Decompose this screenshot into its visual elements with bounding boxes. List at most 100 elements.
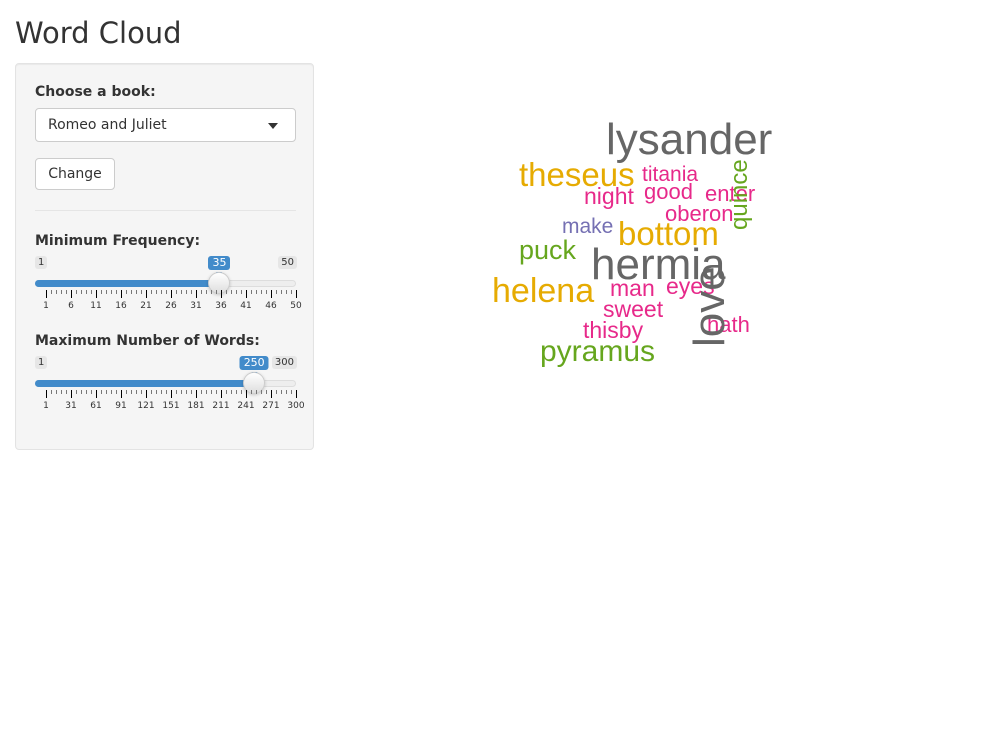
- min-frequency-slider[interactable]: 1 50 35 1 6 11 16 21 26 31 36 41 46 50: [35, 256, 302, 316]
- slider-tick: [96, 290, 97, 298]
- slider-minor-tick: [111, 290, 112, 294]
- slider-minor-tick: [66, 290, 67, 294]
- slider-minor-tick: [166, 290, 167, 294]
- slider-minor-tick: [236, 290, 237, 294]
- word-cloud-word: sweet: [603, 296, 664, 322]
- slider-value-label: 35: [208, 256, 231, 275]
- slider-tick: [121, 390, 122, 398]
- slider-tick-label: 61: [90, 401, 102, 411]
- slider-minor-tick: [231, 390, 232, 394]
- slider-minor-tick: [251, 390, 252, 394]
- slider-minor-tick: [216, 290, 217, 294]
- slider-minor-tick: [276, 390, 277, 394]
- slider-tick: [146, 390, 147, 398]
- slider-tick: [196, 290, 197, 298]
- slider-minor-tick: [186, 390, 187, 394]
- slider-minor-tick: [186, 290, 187, 294]
- slider-minor-tick: [291, 290, 292, 294]
- word-cloud-word: make: [562, 215, 614, 238]
- slider-minor-tick: [281, 290, 282, 294]
- book-select[interactable]: Romeo and Juliet: [35, 108, 296, 142]
- slider-minor-tick: [126, 290, 127, 294]
- slider-minor-tick: [241, 290, 242, 294]
- slider-tick-label: 21: [140, 301, 152, 311]
- slider-minor-tick: [261, 290, 262, 294]
- slider-minor-tick: [76, 290, 77, 294]
- word-cloud-word: hath: [707, 312, 750, 337]
- slider-minor-tick: [131, 290, 132, 294]
- slider-tick-label: 151: [162, 401, 180, 411]
- slider-tick-label: 271: [262, 401, 280, 411]
- max-words-slider[interactable]: 1 300 250 1 31 61 91 121 151 181 211 241 271 300: [35, 356, 305, 416]
- slider-min-label: 1: [35, 256, 48, 269]
- slider-value-label: 250: [239, 356, 269, 375]
- slider-tick: [46, 390, 47, 398]
- slider-minor-tick: [161, 390, 162, 394]
- word-cloud-word: lysander: [606, 115, 773, 164]
- slider-minor-tick: [256, 390, 257, 394]
- slider-minor-tick: [211, 390, 212, 394]
- slider-grid: 1 31 61 91 121 151 181 211 241 271 300: [35, 390, 305, 411]
- slider-minor-tick: [166, 390, 167, 394]
- slider-tick-label: 26: [165, 301, 177, 311]
- slider-handle[interactable]: [208, 272, 231, 294]
- slider-minor-tick: [261, 390, 262, 394]
- slider-minor-tick: [181, 390, 182, 394]
- slider-minor-tick: [56, 290, 57, 294]
- slider-max-label: 300: [271, 356, 297, 369]
- slider-tick: [221, 390, 222, 398]
- slider-tick-label: 41: [240, 301, 252, 311]
- slider-tick-label: 181: [187, 401, 205, 411]
- slider-fill: [35, 280, 220, 287]
- slider-minor-tick: [206, 290, 207, 294]
- slider-minor-tick: [51, 390, 52, 394]
- slider-handle[interactable]: [243, 372, 266, 394]
- word-cloud-word: oberon: [665, 201, 734, 226]
- change-button[interactable]: Change: [35, 158, 115, 190]
- slider-minor-tick: [161, 290, 162, 294]
- slider-tick: [296, 290, 297, 298]
- max-words-label: Maximum Number of Words:: [35, 333, 260, 349]
- slider-minor-tick: [101, 390, 102, 394]
- slider-tick-label: 11: [90, 301, 102, 311]
- slider-minor-tick: [201, 290, 202, 294]
- slider-tick: [221, 290, 222, 298]
- word-cloud-word: man: [610, 275, 655, 301]
- book-select-value: Romeo and Juliet: [48, 117, 167, 133]
- slider-minor-tick: [176, 390, 177, 394]
- slider-minor-tick: [256, 290, 257, 294]
- min-frequency-label: Minimum Frequency:: [35, 233, 201, 249]
- slider-minor-tick: [151, 390, 152, 394]
- slider-tick-label: 1: [43, 401, 49, 411]
- slider-minor-tick: [266, 390, 267, 394]
- slider-minor-tick: [81, 290, 82, 294]
- slider-minor-tick: [61, 390, 62, 394]
- slider-minor-tick: [141, 390, 142, 394]
- slider-tick-label: 16: [115, 301, 127, 311]
- slider-tick-label: 91: [115, 401, 127, 411]
- word-cloud-word: enter: [705, 181, 756, 206]
- slider-tick-label: 31: [190, 301, 202, 311]
- slider-minor-tick: [111, 390, 112, 394]
- slider-minor-tick: [181, 290, 182, 294]
- slider-minor-tick: [291, 390, 292, 394]
- slider-tick-label: 31: [65, 401, 77, 411]
- slider-tick-label: 1: [43, 301, 49, 311]
- slider-tick: [196, 390, 197, 398]
- divider: [35, 210, 296, 211]
- slider-minor-tick: [91, 390, 92, 394]
- slider-minor-tick: [276, 290, 277, 294]
- word-cloud-word: titania: [642, 163, 699, 186]
- slider-tick: [171, 290, 172, 298]
- slider-fill: [35, 380, 255, 387]
- slider-minor-tick: [231, 290, 232, 294]
- word-cloud-word: night: [584, 183, 634, 209]
- word-cloud-word: theseus: [519, 156, 635, 193]
- slider-minor-tick: [131, 390, 132, 394]
- slider-tick-label: 300: [287, 401, 305, 411]
- slider-tick: [96, 390, 97, 398]
- slider-minor-tick: [151, 290, 152, 294]
- word-cloud-word: thisby: [583, 317, 644, 343]
- slider-minor-tick: [76, 390, 77, 394]
- word-cloud-word: bottom: [618, 215, 719, 252]
